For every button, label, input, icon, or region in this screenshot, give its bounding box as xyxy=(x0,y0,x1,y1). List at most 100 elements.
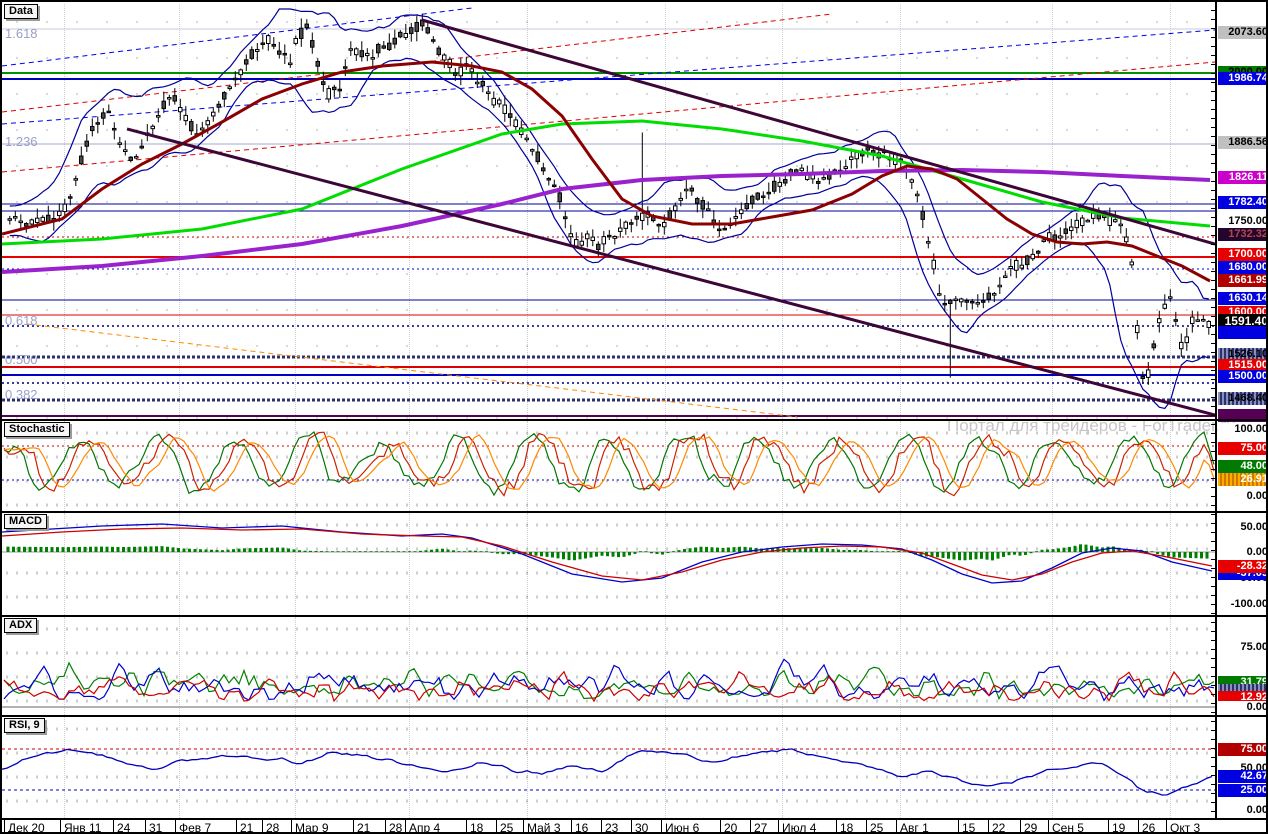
month-gridline xyxy=(665,717,666,818)
date-tick xyxy=(571,820,572,832)
date-tick xyxy=(1048,820,1049,832)
rsi-panel[interactable]: RSI, 9 xyxy=(2,717,1215,818)
month-gridline xyxy=(527,717,528,818)
month-gridline xyxy=(665,513,666,615)
price-label xyxy=(1218,409,1266,422)
price-label: 1700.00 xyxy=(1218,248,1266,261)
stochastic-value-label: 100.00 xyxy=(1218,423,1266,436)
month-gridline xyxy=(295,513,296,615)
price-label: 1826.11 xyxy=(1218,171,1266,184)
date-tick xyxy=(866,820,867,832)
month-gridline xyxy=(665,421,666,511)
month-gridline xyxy=(1170,717,1171,818)
panel-separator xyxy=(2,419,1266,421)
date-tick xyxy=(896,820,897,832)
stochastic-panel[interactable]: Stochastic xyxy=(2,421,1215,511)
month-gridline xyxy=(1052,513,1053,615)
tab-macd[interactable]: MACD xyxy=(4,514,47,529)
month-gridline xyxy=(1052,617,1053,715)
month-gridline xyxy=(64,717,65,818)
adx-value-label: 75.00 xyxy=(1218,641,1266,654)
month-gridline xyxy=(64,513,65,615)
date-label: 28 xyxy=(389,821,403,834)
date-tick xyxy=(523,820,524,832)
date-tick xyxy=(113,820,114,832)
date-tick xyxy=(750,820,751,832)
month-gridline xyxy=(64,617,65,715)
fibonacci-label: 0.500 xyxy=(5,352,38,367)
price-label: 2073.60 xyxy=(1218,26,1266,39)
date-tick xyxy=(1108,820,1109,832)
month-gridline xyxy=(900,617,901,715)
date-label: 22 xyxy=(992,821,1006,834)
month-gridline xyxy=(179,717,180,818)
date-tick xyxy=(353,820,354,832)
main-chart-canvas xyxy=(2,7,1215,418)
panel-separator xyxy=(2,715,1266,717)
stochastic-value-label: 75.00 xyxy=(1218,442,1266,455)
date-label: Авг 1 xyxy=(900,821,929,834)
date-tick xyxy=(778,820,779,832)
tab-stochastic[interactable]: Stochastic xyxy=(4,422,70,437)
month-gridline xyxy=(665,617,666,715)
date-tick xyxy=(4,820,5,832)
month-gridline xyxy=(409,513,410,615)
macd-panel[interactable]: MACD xyxy=(2,513,1215,615)
date-label: Апр 4 xyxy=(409,821,441,834)
date-tick xyxy=(466,820,467,832)
date-label: 27 xyxy=(754,821,768,834)
fibonacci-label: 1.236 xyxy=(5,134,38,149)
date-axis[interactable]: Дек 20 Янв 11 24 31 Фев 7 21 28 Мар 9 21 28 Апр 4 1… xyxy=(2,820,1266,834)
tab-adx[interactable]: ADX xyxy=(4,618,38,633)
date-label: Июл 4 xyxy=(782,821,817,834)
fibonacci-label: 0.618 xyxy=(5,313,38,328)
adx-value-label: 12.92 xyxy=(1218,691,1266,704)
price-label: 1468.40 xyxy=(1218,392,1266,405)
month-gridline xyxy=(782,513,783,615)
month-gridline xyxy=(1052,717,1053,818)
month-gridline xyxy=(527,421,528,511)
month-gridline xyxy=(409,717,410,818)
date-tick xyxy=(385,820,386,832)
month-gridline xyxy=(179,617,180,715)
rsi-value-label: 42.67 xyxy=(1218,770,1266,783)
stochastic-canvas xyxy=(2,430,1215,497)
date-label: 16 xyxy=(575,821,589,834)
date-tick xyxy=(1020,820,1021,832)
date-label: Мар 9 xyxy=(295,821,329,834)
date-tick xyxy=(601,820,602,832)
month-gridline xyxy=(900,421,901,511)
date-label: Июн 6 xyxy=(665,821,700,834)
date-label: Дек 20 xyxy=(8,821,45,834)
date-tick xyxy=(496,820,497,832)
adx-panel[interactable]: ADX xyxy=(2,617,1215,715)
price-axis-ticks xyxy=(1211,2,1215,818)
macd-canvas xyxy=(2,523,1215,584)
date-tick xyxy=(60,820,61,832)
tab-data[interactable]: Data xyxy=(4,4,38,19)
date-label: 29 xyxy=(1024,821,1038,834)
date-label: Май 3 xyxy=(527,821,561,834)
rsi-value-label: 75.00 xyxy=(1218,743,1266,756)
date-tick xyxy=(631,820,632,832)
adx-value-label: 0.00 xyxy=(1218,701,1266,714)
price-label: 1500.00 xyxy=(1218,370,1266,383)
price-label: 1526.10 xyxy=(1218,348,1266,361)
date-label: 19 xyxy=(1112,821,1126,834)
month-gridline xyxy=(900,513,901,615)
date-label: 18 xyxy=(470,821,484,834)
date-label: Фев 7 xyxy=(179,821,212,834)
month-gridline xyxy=(64,421,65,511)
date-tick xyxy=(405,820,406,832)
date-tick xyxy=(291,820,292,832)
date-label: 20 xyxy=(724,821,738,834)
main-price-chart[interactable]: 1.618 1.236 0.618 0.500 0.382 xyxy=(2,4,1215,419)
macd-value-label: 0.00 xyxy=(1218,546,1266,559)
price-label: 1886.56 xyxy=(1218,136,1266,149)
date-tick xyxy=(262,820,263,832)
tab-rsi[interactable]: RSI, 9 xyxy=(4,718,45,733)
month-gridline xyxy=(1170,421,1171,511)
date-label: Янв 11 xyxy=(64,821,102,834)
date-label: 25 xyxy=(500,821,514,834)
price-label: 1661.99 xyxy=(1218,274,1266,287)
